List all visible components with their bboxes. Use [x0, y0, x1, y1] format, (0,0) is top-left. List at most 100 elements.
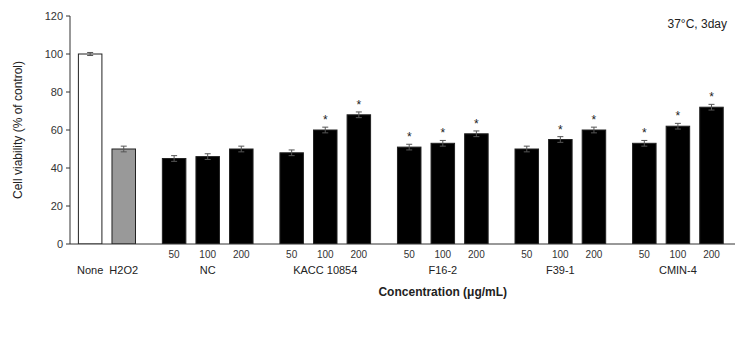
y-tick — [66, 54, 70, 55]
bar — [162, 159, 186, 245]
category-label: H2O2 — [109, 264, 138, 276]
bar — [431, 143, 455, 244]
error-line — [476, 131, 477, 137]
significance-mark: * — [440, 126, 445, 140]
error-cap — [708, 110, 714, 111]
error-bar — [356, 112, 362, 118]
error-cap — [238, 146, 244, 147]
y-tick-label: 80 — [51, 86, 63, 98]
category-label: 100 — [317, 249, 334, 260]
bar — [666, 126, 690, 244]
error-cap — [322, 132, 328, 133]
error-bar — [591, 127, 597, 133]
error-cap — [205, 159, 211, 160]
bar — [465, 134, 489, 244]
error-bar — [708, 104, 714, 110]
error-line — [291, 150, 292, 156]
error-bar — [675, 123, 681, 129]
category-label: 50 — [639, 249, 651, 260]
error-bar — [406, 144, 412, 150]
error-line — [560, 137, 561, 143]
error-cap — [238, 151, 244, 152]
error-line — [325, 127, 326, 133]
y-tick-label: 0 — [57, 238, 63, 250]
y-tick — [66, 130, 70, 131]
error-line — [123, 146, 124, 152]
error-line — [593, 127, 594, 133]
bar — [196, 157, 220, 244]
category-label: 200 — [586, 249, 603, 260]
error-bar — [440, 140, 446, 146]
bars — [78, 52, 723, 244]
bar — [78, 54, 102, 244]
category-label: 200 — [350, 249, 367, 260]
category-label: 50 — [521, 249, 533, 260]
error-bar — [205, 154, 211, 160]
y-tick — [66, 92, 70, 93]
bar — [515, 149, 539, 244]
group-label: CMIN-4 — [659, 264, 697, 276]
significance-mark: * — [407, 130, 412, 144]
error-cap — [675, 129, 681, 130]
bar — [347, 115, 371, 244]
bar — [112, 149, 136, 244]
y-tick-label: 60 — [51, 124, 63, 136]
error-cap — [524, 151, 530, 152]
bar — [633, 143, 657, 244]
significance-mark: * — [357, 98, 362, 112]
x-axis-label: Concentration (μg/mL) — [378, 285, 507, 299]
bar — [280, 153, 304, 244]
y-tick-label: 120 — [45, 10, 63, 22]
error-cap — [406, 149, 412, 150]
error-line — [358, 112, 359, 118]
significance-mark: * — [642, 126, 647, 140]
annotation: 37°C, 3day — [667, 17, 727, 31]
group-label: NC — [200, 264, 216, 276]
category-label: 50 — [404, 249, 416, 260]
category-label: 100 — [434, 249, 451, 260]
bar — [230, 149, 254, 244]
error-bar — [322, 127, 328, 133]
category-label: 200 — [468, 249, 485, 260]
error-bar — [87, 52, 93, 55]
error-cap — [87, 55, 93, 56]
category-label: 100 — [552, 249, 569, 260]
error-cap — [87, 52, 93, 53]
error-bar — [289, 150, 295, 156]
error-line — [207, 154, 208, 160]
category-label: 50 — [286, 249, 298, 260]
error-cap — [473, 136, 479, 137]
bar — [582, 130, 606, 244]
error-line — [409, 144, 410, 150]
error-bar — [557, 137, 563, 143]
group-label: F16-2 — [428, 264, 457, 276]
y-tick-label: 40 — [51, 162, 63, 174]
significance-mark: * — [592, 113, 597, 127]
category-label: 100 — [199, 249, 216, 260]
category-label: 100 — [670, 249, 687, 260]
y-tick — [66, 16, 70, 17]
y-tick-label: 20 — [51, 200, 63, 212]
category-label: 200 — [233, 249, 250, 260]
error-cap — [591, 132, 597, 133]
error-bar — [171, 156, 177, 162]
chart: 0 20 40 60 80 100 120 Cell viability (% of cont… — [0, 0, 750, 342]
y-axis-label: Cell viability (% of control) — [11, 61, 25, 199]
error-cap — [121, 146, 127, 147]
error-cap — [289, 149, 295, 150]
error-line — [174, 156, 175, 162]
y-tick — [66, 244, 70, 245]
error-cap — [641, 146, 647, 147]
error-cap — [171, 161, 177, 162]
error-line — [711, 104, 712, 110]
error-cap — [289, 155, 295, 156]
bar — [549, 140, 573, 245]
error-cap — [121, 151, 127, 152]
bar — [313, 130, 337, 244]
significance-mark: * — [709, 90, 714, 104]
error-line — [442, 140, 443, 146]
error-bar — [641, 140, 647, 146]
error-line — [644, 140, 645, 146]
y-tick — [66, 206, 70, 207]
error-bar — [238, 146, 244, 152]
